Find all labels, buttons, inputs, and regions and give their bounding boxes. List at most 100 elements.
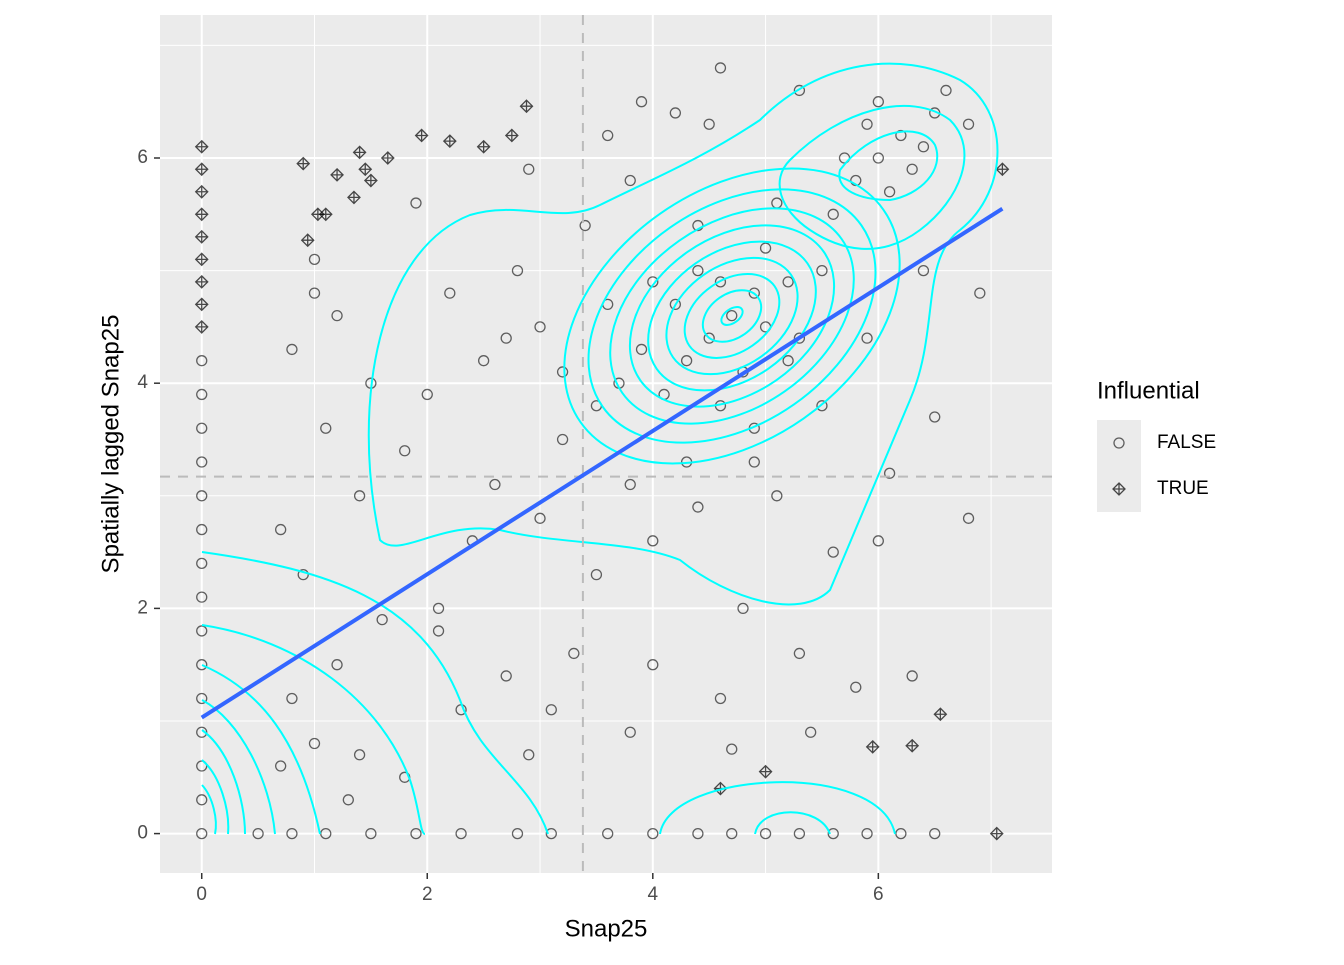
point [758, 764, 773, 779]
point [861, 332, 873, 344]
point [286, 343, 298, 356]
point [500, 670, 512, 682]
point [872, 535, 884, 547]
point [635, 343, 648, 356]
point [347, 190, 361, 205]
point [782, 276, 794, 288]
x-tick-label: 2 [422, 884, 433, 905]
point [579, 219, 591, 232]
marker-shape [330, 167, 344, 182]
marker-shape [194, 184, 209, 199]
marker-shape [194, 274, 209, 289]
point [602, 129, 614, 142]
grid [160, 15, 1052, 873]
point [692, 264, 704, 277]
y-tick-label: 4 [137, 372, 148, 393]
marker-shape [194, 139, 209, 154]
point [194, 162, 209, 177]
point [380, 151, 395, 165]
point [883, 467, 896, 479]
point [556, 366, 569, 378]
marker-shape [989, 826, 1004, 841]
point [196, 523, 208, 536]
marker-shape [347, 190, 361, 205]
point [477, 355, 490, 367]
point [534, 321, 546, 333]
point [669, 298, 682, 311]
point [421, 388, 433, 401]
point [353, 490, 366, 502]
point [917, 141, 930, 153]
point [940, 84, 952, 97]
point [962, 118, 975, 130]
point [906, 670, 918, 682]
point [519, 99, 534, 114]
point [476, 139, 491, 154]
point [196, 827, 208, 840]
point [196, 490, 208, 502]
point [995, 162, 1010, 177]
point [726, 309, 738, 322]
point [196, 422, 208, 434]
point [568, 647, 580, 660]
marker-shape [194, 297, 209, 312]
point [647, 535, 659, 547]
marker-shape [194, 162, 209, 177]
point [624, 174, 636, 187]
legend-symbol [1112, 482, 1126, 496]
point [669, 107, 682, 119]
point [782, 355, 794, 367]
y-axis-title: Spatially lagged Snap25 [97, 315, 124, 574]
marker-shape [194, 252, 209, 267]
point [511, 264, 524, 277]
point [974, 287, 986, 299]
legend-title: Influential [1097, 377, 1200, 404]
point [353, 749, 366, 761]
point [196, 591, 208, 603]
point [714, 62, 727, 74]
marker-shape [504, 128, 519, 143]
point [286, 827, 298, 840]
point [793, 647, 806, 660]
point [624, 478, 636, 491]
point [252, 827, 264, 840]
point [352, 145, 367, 160]
marker-shape [442, 134, 457, 149]
marker-shape [1112, 482, 1126, 496]
marker-shape [414, 128, 429, 143]
point [523, 749, 535, 761]
point [748, 287, 760, 299]
point [432, 625, 445, 637]
point [196, 794, 208, 806]
point [308, 253, 321, 265]
marker-shape [310, 207, 325, 222]
point [523, 163, 535, 175]
point [196, 355, 208, 367]
point [500, 332, 512, 344]
point [275, 523, 287, 536]
point [906, 163, 918, 175]
point [194, 184, 209, 199]
point [511, 827, 524, 840]
trend-line [200, 206, 1004, 720]
point [410, 827, 422, 840]
density-contours [201, 62, 999, 835]
point [827, 208, 839, 220]
marker-shape [476, 139, 491, 154]
overlay [160, 15, 1052, 873]
point [297, 568, 309, 581]
point [376, 614, 388, 626]
point [286, 692, 298, 705]
point [194, 297, 209, 312]
point [692, 501, 704, 513]
marker-shape [905, 738, 920, 753]
point [737, 602, 749, 615]
point [726, 827, 738, 840]
point [793, 84, 806, 97]
point [414, 128, 429, 143]
point [320, 422, 332, 434]
point [816, 400, 828, 412]
point [196, 692, 208, 705]
point [534, 512, 546, 524]
